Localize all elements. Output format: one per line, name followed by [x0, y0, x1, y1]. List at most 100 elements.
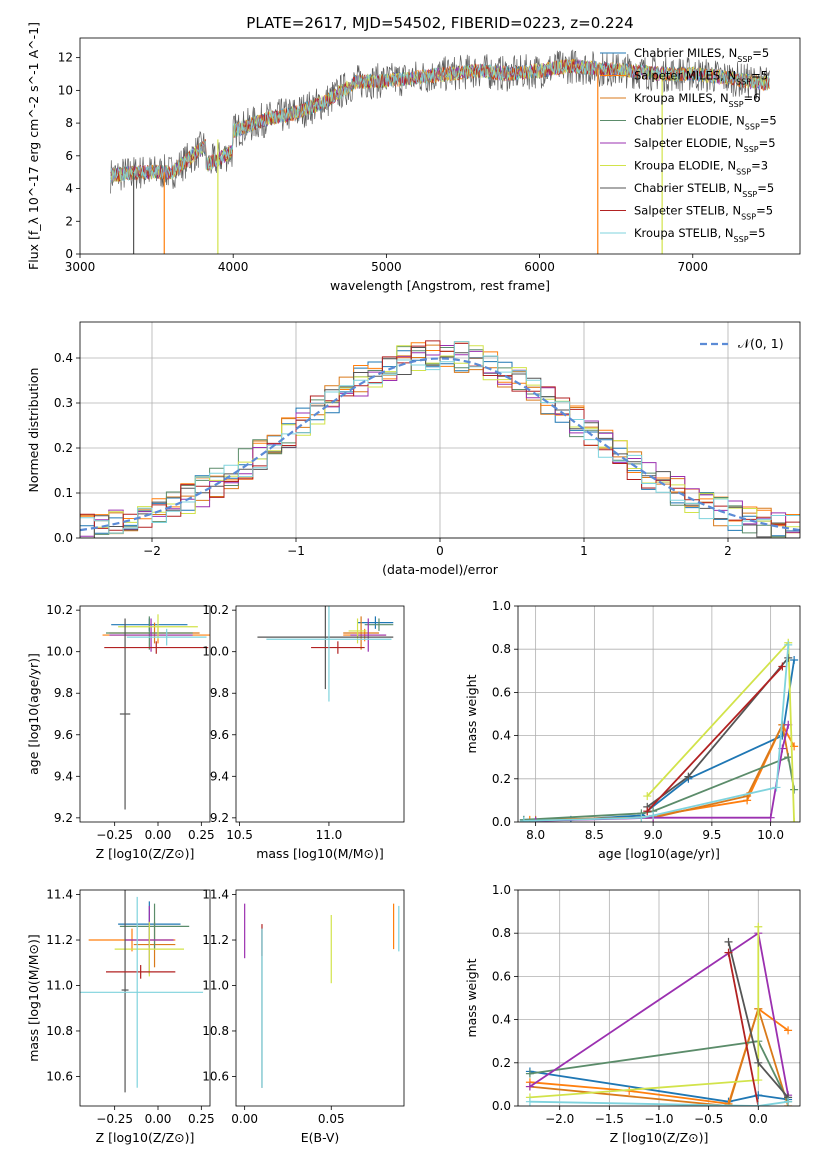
x-axis-label: E(B-V) [301, 1130, 340, 1145]
axes-frame [79, 605, 211, 823]
legend-label: Chabrier ELODIE, NSSP=5 [634, 114, 777, 132]
axes-frame [517, 605, 801, 823]
weight-marker [525, 1069, 534, 1078]
y-tick-label: 9.8 [54, 686, 73, 700]
legend-nssp: =5 [752, 46, 769, 60]
gaussian-curve [80, 357, 800, 532]
legend-label: Salpeter MILES, NSSP=5 [634, 69, 768, 87]
legend-label: Salpeter STELIB, NSSP=5 [634, 204, 773, 222]
axes-frame [79, 889, 211, 1107]
x-tick-label: −2 [143, 544, 161, 558]
weight-marker [754, 1102, 763, 1106]
legend-nssp: =3 [751, 159, 768, 173]
weight-marker [724, 937, 733, 946]
panel-mass_Z: −0.25 0.00 0.25 10.6 10.8 11.0 11.2 11.4 Z [log1… [26, 888, 215, 1145]
y-tick-label: 9.8 [210, 686, 229, 700]
y-tick-label: 6 [65, 149, 73, 163]
x-tick-label: 0.00 [145, 1112, 172, 1126]
weight-marker [643, 807, 652, 816]
y-tick-label: 10.6 [202, 1069, 229, 1083]
y-tick-label: 10.2 [46, 603, 73, 617]
x-tick-label: −0.25 [96, 828, 133, 842]
x-tick-label: 9.0 [644, 828, 663, 842]
x-tick-label: 1 [580, 544, 588, 558]
y-tick-label: 9.4 [54, 769, 73, 783]
y-tick-label: 9.2 [210, 811, 229, 825]
weight-marker [790, 818, 799, 822]
figure-title: PLATE=2617, MJD=54502, FIBERID=0223, z=0… [246, 14, 633, 32]
y-tick-label: 0.3 [54, 396, 73, 410]
legend-nssp: =5 [760, 114, 777, 128]
y-tick-label: 0.6 [492, 685, 511, 699]
x-tick-label: 11.0 [316, 828, 343, 842]
plot-area-spectrum [110, 49, 770, 254]
panel-age_Z: −0.25 0.00 0.25 9.2 9.4 9.6 9.8 10.0 10.2 Z [log1… [26, 603, 215, 861]
panel-spectrum: 3000 4000 5000 6000 7000 0 2 4 6 8 10 12 wavelength … [26, 22, 801, 293]
weight-marker [784, 753, 793, 762]
legend-nssp: =5 [749, 226, 766, 240]
y-axis-label: mass weight [464, 674, 479, 753]
x-tick-label: 10.0 [757, 828, 784, 842]
y-tick-label: 0.2 [492, 772, 511, 786]
plot-area-mass_Z [80, 890, 204, 1093]
x-tick-label: −1.0 [644, 1112, 673, 1126]
y-axis-label: mass weight [464, 958, 479, 1037]
x-tick-label: 8.5 [585, 828, 604, 842]
x-tick-label: 0.00 [145, 828, 172, 842]
x-axis-label: wavelength [Angstrom, rest frame] [330, 278, 550, 293]
x-tick-label: −0.5 [694, 1112, 723, 1126]
weight-marker [519, 816, 528, 822]
legend-subscript: SSP [736, 167, 751, 176]
x-tick-label: 4000 [218, 260, 249, 274]
weight-marker [637, 813, 646, 822]
plot-area-age_Z [102, 614, 210, 810]
y-tick-label: 0.1 [54, 486, 73, 500]
y-tick-label: 0.0 [54, 531, 73, 545]
y-tick-label: 0.0 [492, 1099, 511, 1113]
x-tick-label: 3000 [65, 260, 96, 274]
x-tick-label: −0.25 [96, 1112, 133, 1126]
weight-marker [784, 1026, 793, 1035]
x-axis-label: Z [log10(Z/Z⊙)] [96, 846, 195, 861]
legend-subscript: SSP [736, 77, 751, 86]
y-tick-label: 11.0 [202, 978, 229, 992]
y-tick-label: 11.4 [46, 888, 73, 902]
y-tick-label: 10 [58, 83, 73, 97]
y-tick-label: 11.2 [46, 933, 73, 947]
x-tick-label: 2 [724, 544, 732, 558]
y-tick-label: 0.0 [492, 815, 511, 829]
legend-nssp: =5 [751, 69, 768, 83]
x-tick-label: 6000 [524, 260, 555, 274]
y-tick-label: 9.4 [210, 769, 229, 783]
legend-subscript: SSP [745, 122, 760, 131]
weight-marker [724, 948, 733, 957]
weight-line [529, 722, 795, 821]
y-axis-label: Normed distribution [26, 368, 41, 493]
weight-marker [772, 783, 781, 792]
y-tick-label: 0.8 [492, 642, 511, 656]
weight-marker [525, 1097, 534, 1106]
weight-marker [790, 656, 799, 664]
weight-marker [784, 1097, 793, 1106]
weight-marker [790, 785, 799, 794]
legend-label: Kroupa ELODIE, NSSP=3 [634, 159, 768, 177]
weight-line [529, 1005, 789, 1106]
y-tick-label: 11.4 [202, 888, 229, 902]
plot-area-age_mass [257, 606, 394, 702]
axes-frame [79, 321, 801, 539]
axes-frame [235, 605, 405, 823]
x-axis-label: Z [log10(Z/Z⊙)] [96, 1130, 195, 1145]
legend-subscript: SSP [729, 100, 744, 109]
axes-frame [517, 889, 801, 1107]
y-tick-label: 0.4 [492, 729, 511, 743]
legend-subscript: SSP [737, 55, 752, 64]
weight-line [523, 644, 790, 822]
weight-marker [778, 662, 787, 671]
legend-label: Chabrier MILES, NSSP=5 [634, 46, 769, 64]
x-tick-label: 0.00 [231, 1112, 258, 1126]
weight-line [523, 659, 795, 821]
y-tick-label: 0.2 [54, 441, 73, 455]
plot-area-residuals [80, 340, 800, 538]
weight-marker [754, 1058, 763, 1067]
y-tick-label: 4 [65, 182, 73, 196]
